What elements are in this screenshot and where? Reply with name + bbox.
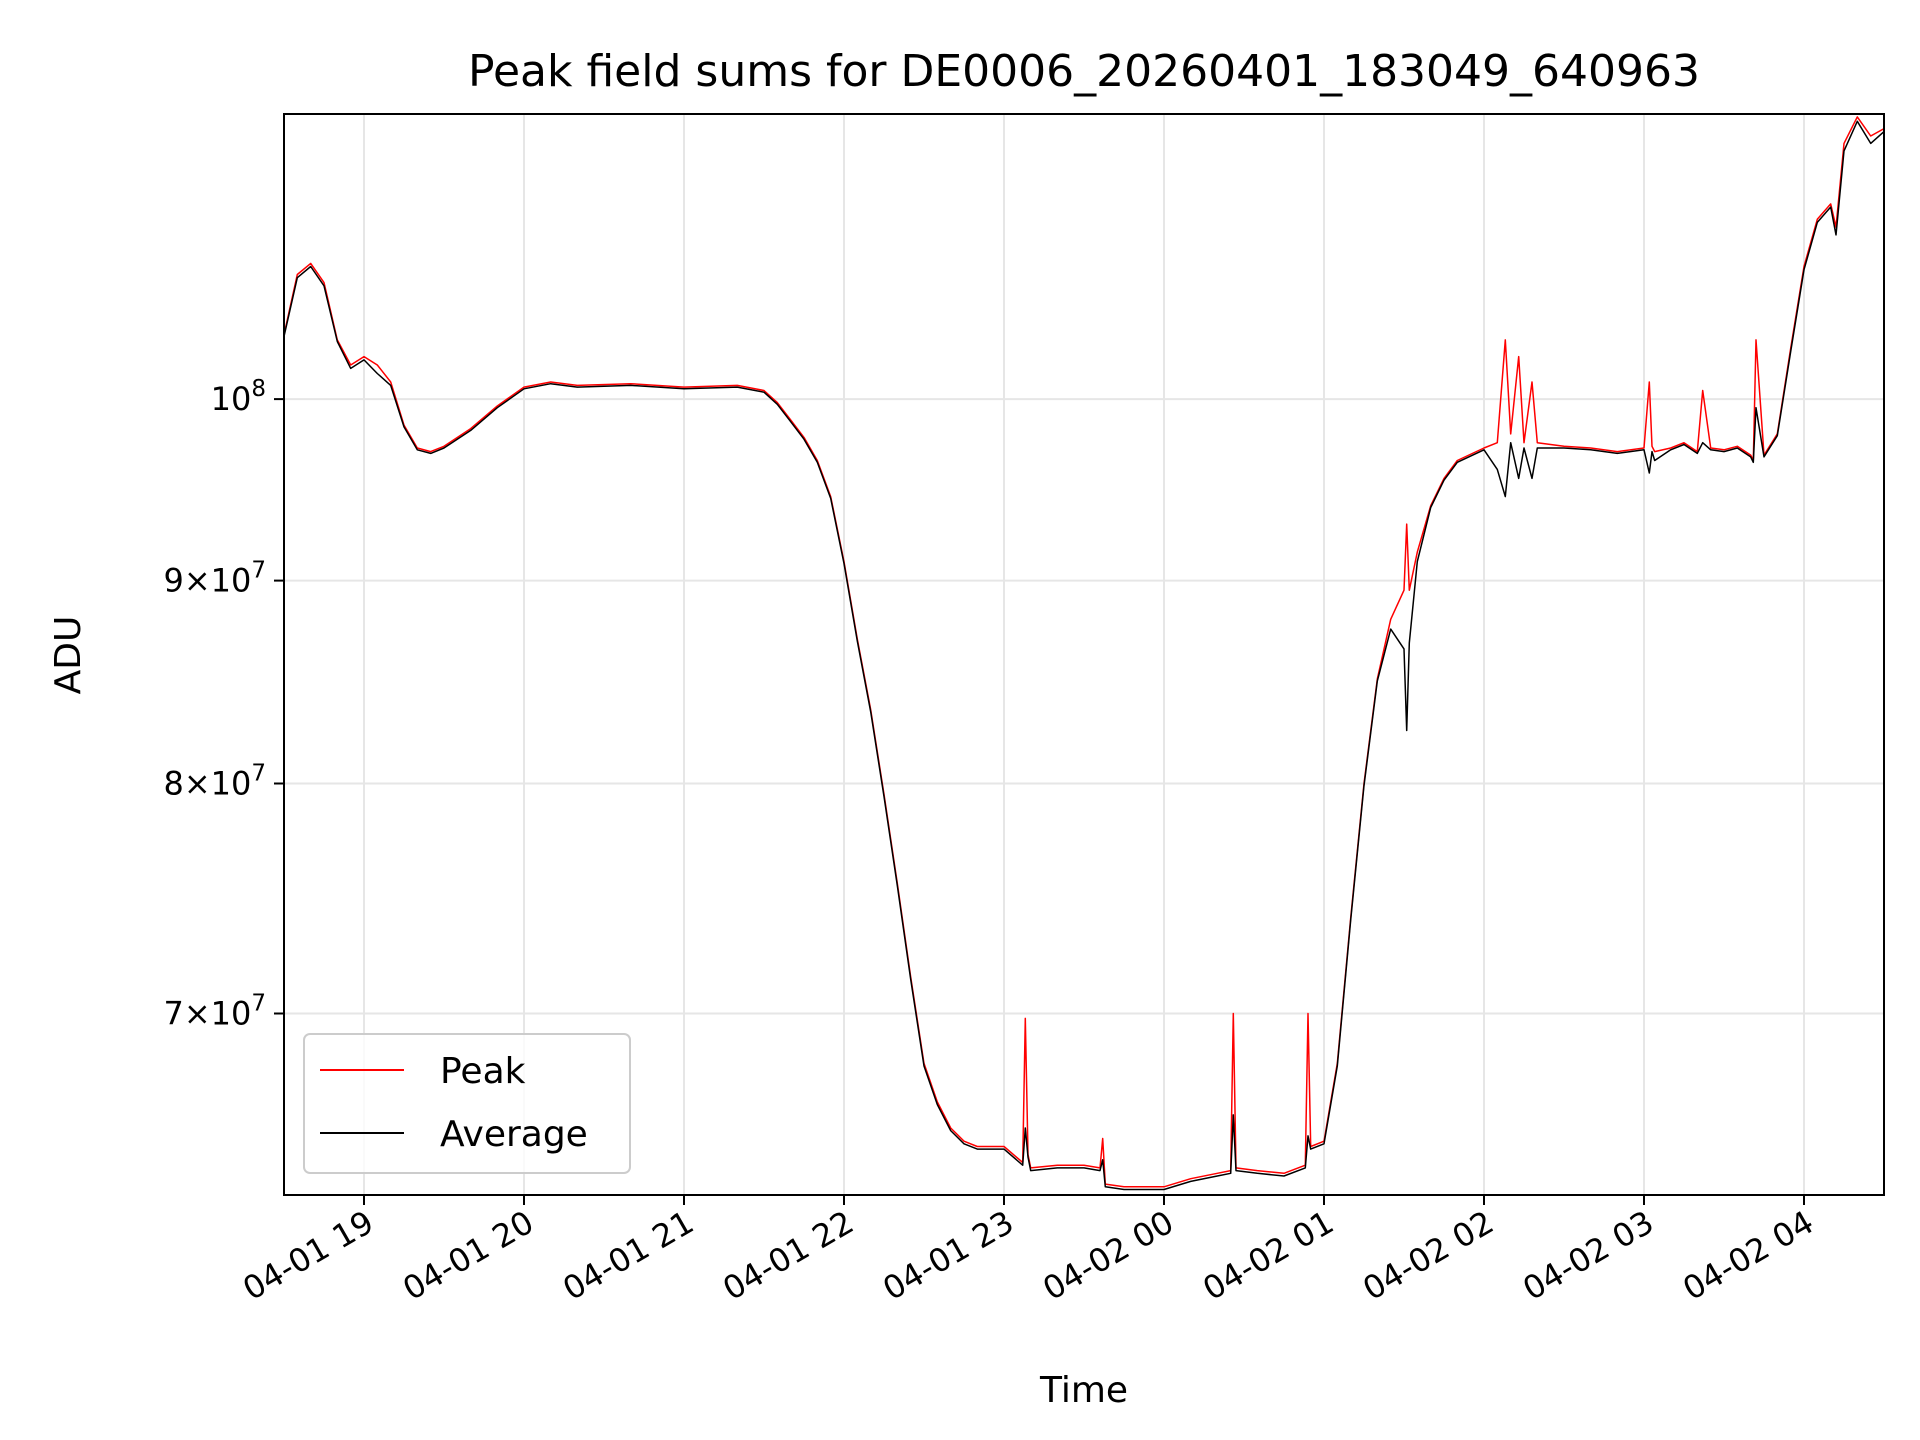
- plot-series: [284, 116, 1884, 1191]
- y-tick-times: ×: [184, 995, 211, 1033]
- legend-box: [303, 1033, 631, 1174]
- y-tick-exponent: 7: [251, 991, 266, 1017]
- y-axis-label: ADU: [48, 616, 89, 695]
- y-tick-label: 7×107: [163, 991, 266, 1033]
- x-axis-label: Time: [1039, 1370, 1128, 1411]
- y-tick-mantissa: 9: [163, 562, 183, 600]
- y-tick-base: 10: [211, 380, 252, 418]
- grid: [284, 114, 1884, 1195]
- y-tick-times: ×: [184, 562, 211, 600]
- series-line-average: [284, 120, 1884, 1191]
- chart-title: Peak field sums for DE0006_20260401_1830…: [468, 46, 1700, 97]
- y-tick-exponent: 7: [251, 558, 266, 584]
- y-tick-mantissa: 8: [163, 764, 183, 802]
- y-tick-times: ×: [184, 764, 211, 802]
- y-tick-base: 10: [211, 995, 252, 1033]
- y-tick-label: 9×107: [163, 558, 266, 600]
- y-tick-exponent: 8: [251, 376, 266, 402]
- y-tick-mantissa: 7: [163, 995, 183, 1033]
- y-tick-base: 10: [211, 764, 252, 802]
- y-tick-exponent: 7: [251, 760, 266, 786]
- legend-label-peak: Peak: [440, 1051, 526, 1092]
- y-tick-base: 10: [211, 562, 252, 600]
- series-line-peak: [284, 116, 1884, 1188]
- legend-label-average: Average: [440, 1114, 588, 1155]
- axes-frame: [283, 113, 1885, 1196]
- y-tick-label: 108: [211, 376, 266, 418]
- legend: Peak Average: [303, 1033, 631, 1174]
- y-tick-label: 8×107: [163, 760, 266, 802]
